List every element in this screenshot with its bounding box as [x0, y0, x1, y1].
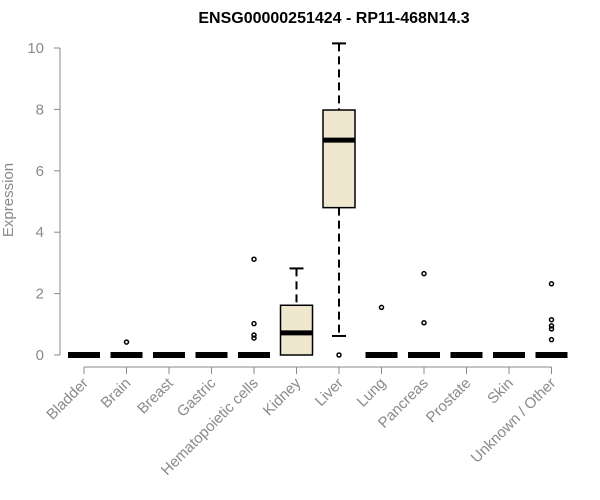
x-tick-label: Lung [354, 375, 390, 411]
y-tick-label: 8 [36, 101, 44, 118]
outlier-point [378, 304, 385, 311]
outlier-point [421, 320, 427, 326]
outlier-point [251, 256, 257, 262]
box-group [408, 270, 440, 358]
y-axis-label: Expression [0, 163, 17, 237]
y-tick-label: 6 [36, 163, 44, 180]
outlier-point [336, 352, 342, 358]
x-tick-label: Prostate [423, 375, 475, 427]
y-tick-label: 10 [27, 40, 44, 57]
y-tick-label: 4 [36, 224, 44, 241]
box-group [279, 267, 314, 356]
outlier-point [251, 332, 257, 338]
box [279, 304, 314, 356]
box-group [365, 304, 398, 358]
y-tick-label: 0 [36, 347, 44, 364]
outlier-point [251, 320, 257, 327]
x-tick-label: Breast [134, 374, 177, 417]
outlier-point [548, 323, 555, 329]
x-tick-label: Bladder [43, 375, 92, 424]
box-group [238, 256, 270, 358]
box-group [535, 281, 568, 358]
outlier-point [548, 281, 555, 287]
box [322, 109, 356, 209]
x-tick-label: Skin [484, 375, 517, 408]
chart-title: ENSG00000251424 - RP11-468N14.3 [198, 10, 469, 27]
outlier-point [123, 339, 130, 345]
x-tick-label: Liver [312, 375, 347, 410]
outlier-point [421, 270, 427, 277]
boxes [68, 42, 568, 358]
outlier-point [251, 335, 257, 341]
x-tick-label: Kidney [260, 374, 305, 419]
outlier-point [548, 336, 555, 343]
outlier-point [548, 326, 555, 332]
box-group [322, 42, 356, 358]
y-axis: 0 2 4 6 8 10 [27, 40, 61, 364]
outlier-point [548, 316, 555, 323]
x-tick-label: Brain [98, 375, 135, 412]
box-group [110, 339, 143, 358]
y-tick-label: 2 [36, 286, 44, 303]
